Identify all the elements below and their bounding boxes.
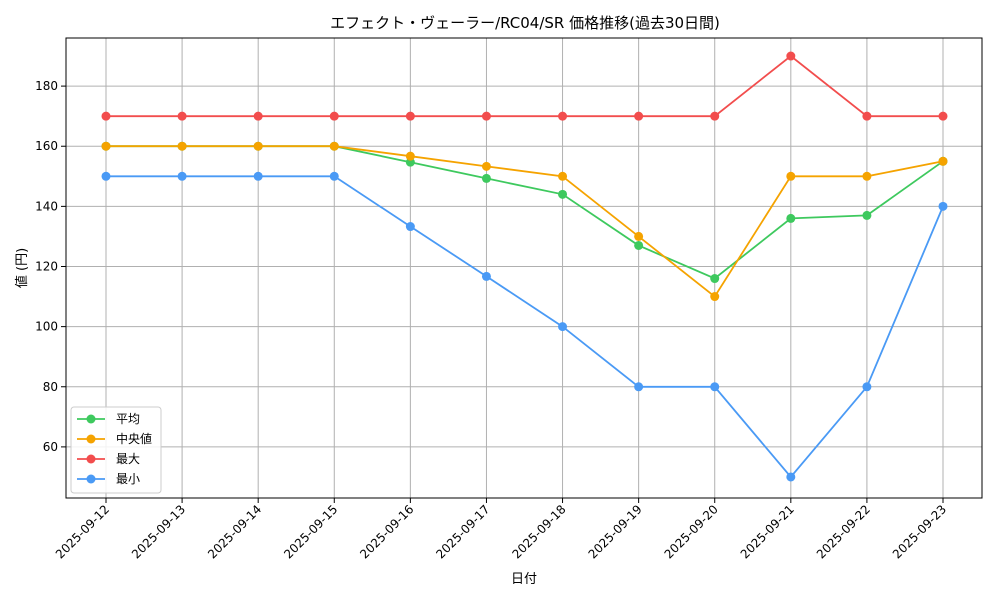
legend-marker [86,454,96,464]
data-point [862,382,872,392]
legend-item: 最小 [77,472,140,486]
data-point [938,201,948,211]
data-point [253,171,263,181]
data-point [405,111,415,121]
series-2 [101,51,948,121]
x-tick-label: 2025-09-13 [129,502,188,561]
data-point [634,231,644,241]
data-point [101,141,111,151]
y-axis-ticks: 60 80 100 120 140 160 180 [35,79,66,454]
series-line [106,145,944,280]
data-point [329,171,339,181]
legend-box [70,406,162,494]
x-tick-label: 2025-09-16 [357,502,416,561]
data-point [634,382,644,392]
y-tick-label: 180 [35,79,58,93]
series-1 [101,141,948,302]
data-point [481,161,491,171]
x-tick-label: 2025-09-22 [814,502,873,561]
series-line [106,175,944,479]
x-tick-label: 2025-09-17 [433,502,492,561]
series-group [101,51,948,482]
data-point [710,274,720,284]
x-tick-label: 2025-09-20 [662,502,721,561]
series-0 [101,141,948,284]
y-tick-label: 140 [35,199,58,213]
x-tick-label: 2025-09-14 [205,502,264,561]
data-point [862,111,872,121]
legend-item: 平均 [77,412,140,426]
data-point [405,222,415,232]
x-axis-ticks: 2025-09-12 2025-09-13 2025-09-14 2025-09-15… [53,498,949,561]
y-tick-label: 60 [43,440,58,454]
data-point [786,472,796,482]
series-line [106,54,943,118]
y-tick-label: 100 [35,320,58,334]
y-tick-label: 80 [43,380,58,394]
series-line [106,145,944,298]
data-point [558,322,568,332]
data-point [101,171,111,181]
data-point [786,171,796,181]
y-tick-label: 160 [35,139,58,153]
legend-marker [86,434,96,444]
series-3 [101,171,948,482]
data-point [253,111,263,121]
data-point [558,111,568,121]
data-point [786,51,796,61]
data-point [862,171,872,181]
data-point [634,240,644,250]
x-tick-label: 2025-09-23 [890,502,949,561]
data-point [481,271,491,281]
x-axis-label: 日付 [511,572,537,587]
legend-label: 最小 [116,472,140,486]
legend-label: 中央値 [116,431,152,446]
data-point [786,213,796,223]
y-axis-label: 値 (円) [14,248,30,288]
x-tick-label: 2025-09-19 [586,502,645,561]
legend-label: 平均 [116,412,140,426]
data-point [710,111,720,121]
legend-marker [86,414,96,424]
data-point [329,111,339,121]
data-point [329,141,339,151]
chart-title: エフェクト・ヴェーラー/RC04/SR 価格推移(過去30日間) [330,14,720,32]
data-point [177,111,187,121]
data-point [862,210,872,220]
y-tick-label: 120 [35,259,58,273]
plot-frame [65,37,983,499]
data-point [253,141,263,151]
legend-marker [86,474,96,484]
legend-item: 最大 [77,452,140,466]
legend-label: 最大 [116,452,140,466]
grid-lines [66,38,982,498]
data-point [710,382,720,392]
data-point [938,111,948,121]
data-point [101,111,111,121]
data-point [177,171,187,181]
data-point [634,111,644,121]
data-point [558,171,568,181]
x-tick-label: 2025-09-18 [509,502,568,561]
x-tick-label: 2025-09-15 [281,502,340,561]
data-point [938,156,948,166]
legend-item: 中央値 [77,431,152,446]
x-tick-label: 2025-09-21 [738,502,797,561]
data-point [558,189,568,199]
data-point [481,173,491,183]
data-point [405,151,415,161]
data-point [481,111,491,121]
data-point [177,141,187,151]
x-tick-label: 2025-09-12 [53,502,112,561]
data-point [710,292,720,302]
